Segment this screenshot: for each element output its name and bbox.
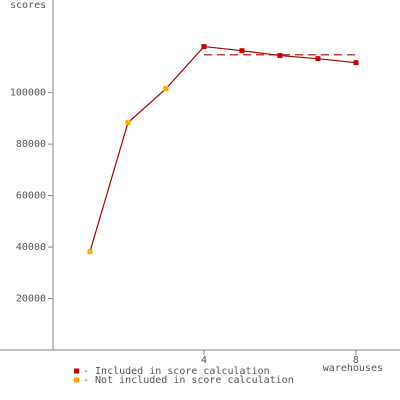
data-point <box>125 120 131 126</box>
y-tick-label: 20000 <box>16 294 46 305</box>
x-axis-label: warehouses <box>323 363 383 374</box>
y-axis-label: scores <box>10 0 46 11</box>
data-point <box>163 86 169 92</box>
data-point <box>239 48 245 54</box>
data-point <box>201 44 207 50</box>
legend-label: - Included in score calculation <box>83 366 270 377</box>
y-tick-label: 40000 <box>16 242 46 253</box>
x-tick-label: 8 <box>353 355 359 366</box>
data-point <box>277 53 283 59</box>
data-line <box>89 45 356 252</box>
data-point <box>87 249 93 255</box>
data-point <box>315 56 321 62</box>
data-point <box>353 60 359 66</box>
y-tick-label: 100000 <box>10 88 46 99</box>
y-tick-label: 80000 <box>16 139 46 150</box>
legend-label: - Not included in score calculation <box>83 375 294 386</box>
legend-swatch <box>74 377 79 383</box>
y-tick-label: 60000 <box>16 191 46 202</box>
legend-swatch <box>74 368 79 374</box>
x-tick-label: 4 <box>201 355 207 366</box>
